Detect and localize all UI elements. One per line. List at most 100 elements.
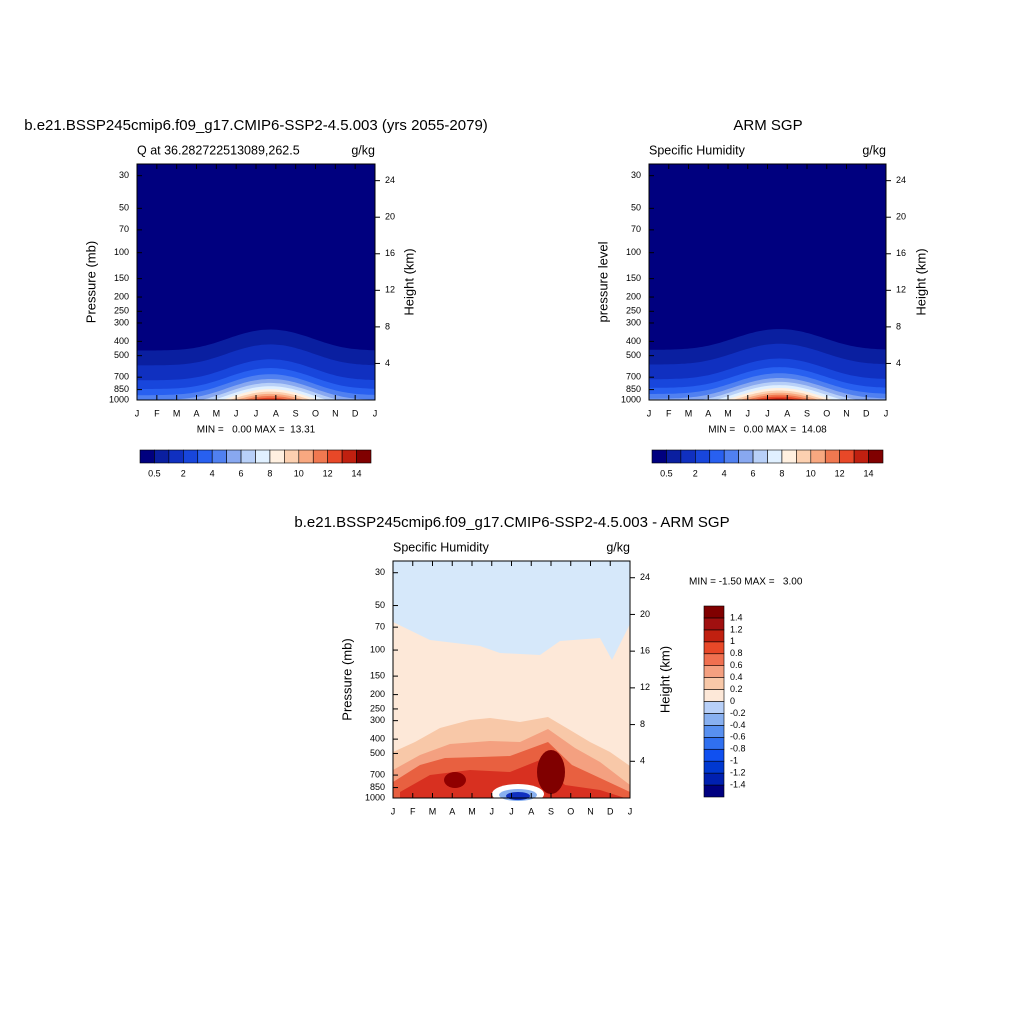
x-tick-label: D	[352, 408, 359, 418]
y-tick-label: 850	[114, 384, 129, 394]
x-tick-label: J	[765, 408, 770, 418]
colorbar-label: -1.2	[730, 768, 746, 778]
colorbar-label: 12	[835, 468, 845, 478]
colorbar-label: 0.5	[660, 468, 673, 478]
y-tick-label: 300	[626, 317, 641, 327]
colorbar-label: 2	[181, 468, 186, 478]
colorbar-box	[666, 449, 682, 464]
colorbar-box	[868, 449, 884, 464]
y-tick-label: 100	[626, 247, 641, 257]
colorbar-box	[824, 449, 840, 464]
colorbar-box	[703, 737, 725, 750]
y-tick-label: 100	[370, 644, 385, 654]
x-tick-label: O	[823, 408, 830, 418]
y-tick-label: 50	[631, 203, 641, 213]
colorbar-label: -0.4	[730, 720, 746, 730]
y-tick-label: 150	[370, 670, 385, 680]
colorbar-box	[738, 449, 754, 464]
x-tick-label: S	[548, 806, 554, 816]
colorbar-label: -1.4	[730, 779, 746, 789]
colorbar-label: 6	[239, 468, 244, 478]
y2-tick-label: 20	[896, 212, 906, 222]
colorbar-box	[255, 449, 271, 464]
x-tick-label: J	[628, 806, 633, 816]
colorbar-box	[810, 449, 826, 464]
x-tick-label: A	[784, 408, 790, 418]
colorbar-label: 0.6	[730, 660, 743, 670]
colorbar-box	[703, 605, 725, 619]
colorbar-box	[327, 449, 343, 464]
colorbar-box	[703, 713, 725, 726]
subtitle-left: Specific Humidity	[393, 540, 490, 554]
colorbar-box	[139, 449, 155, 464]
x-tick-label: J	[234, 408, 239, 418]
y-tick-label: 850	[626, 384, 641, 394]
min-max: MIN = -1.50 MAX = 3.00	[689, 577, 803, 588]
y2-tick-label: 8	[896, 321, 901, 331]
colorbar-label: -0.6	[730, 732, 746, 742]
x-tick-label: F	[154, 408, 160, 418]
y-tick-label: 400	[114, 336, 129, 346]
y-tick-label: 70	[119, 224, 129, 234]
colorbar-box	[211, 449, 227, 464]
colorbar-box	[703, 772, 725, 786]
contour-fill	[400, 760, 625, 798]
x-tick-label: J	[746, 408, 751, 418]
x-tick-label: J	[509, 806, 514, 816]
subtitle-left: Specific Humidity	[649, 143, 746, 157]
y2-tick-label: 12	[896, 285, 906, 295]
y-tick-label: 200	[370, 689, 385, 699]
y-tick-label: 850	[370, 782, 385, 792]
y2-tick-label: 24	[385, 175, 395, 185]
colorbar-box	[154, 449, 170, 464]
colorbar-label: 14	[864, 468, 874, 478]
colorbar-label: 10	[294, 468, 304, 478]
colorbar-box	[703, 784, 725, 798]
x-tick-label: J	[647, 408, 652, 418]
colorbar-box	[853, 449, 869, 464]
y2-axis-label: Height (km)	[401, 248, 416, 315]
colorbar-label: 14	[352, 468, 362, 478]
y-tick-label: 500	[370, 748, 385, 758]
x-tick-label: S	[293, 408, 299, 418]
x-tick-label: A	[705, 408, 711, 418]
panel-title: ARM SGP	[733, 117, 802, 134]
x-tick-label: O	[567, 806, 574, 816]
y-tick-label: 200	[626, 291, 641, 301]
x-tick-label: F	[410, 806, 416, 816]
colorbar-box	[356, 449, 372, 464]
y-tick-label: 300	[114, 317, 129, 327]
colorbar-box	[703, 760, 725, 774]
colorbar-label: 10	[806, 468, 816, 478]
colorbar-box	[284, 449, 300, 464]
y-tick-label: 70	[631, 224, 641, 234]
min-max: MIN = 0.00 MAX = 14.08	[708, 425, 827, 436]
x-tick-label: A	[193, 408, 199, 418]
colorbar-label: 12	[323, 468, 333, 478]
y-tick-label: 1000	[109, 394, 129, 404]
y-tick-label: 30	[631, 170, 641, 180]
y2-tick-label: 24	[640, 572, 650, 582]
y-tick-label: 30	[375, 567, 385, 577]
colorbar-box	[703, 665, 725, 678]
colorbar-label: 0.8	[730, 648, 743, 658]
y2-tick-label: 12	[640, 682, 650, 692]
colorbar-label: 4	[210, 468, 215, 478]
colorbar-label: 0	[730, 696, 735, 706]
y2-tick-label: 20	[640, 609, 650, 619]
x-tick-label: F	[666, 408, 672, 418]
y-axis-label: Pressure (mb)	[339, 638, 354, 720]
x-tick-label: J	[373, 408, 378, 418]
colorbar-box	[269, 449, 285, 464]
y2-tick-label: 16	[385, 248, 395, 258]
difference-field	[393, 561, 630, 804]
colorbar-label: 0.2	[730, 684, 743, 694]
y-tick-label: 250	[626, 306, 641, 316]
x-tick-label: N	[332, 408, 339, 418]
colorbar-box	[723, 449, 739, 464]
y-tick-label: 250	[114, 306, 129, 316]
x-tick-label: D	[863, 408, 870, 418]
colorbar-box	[703, 653, 725, 666]
panel-title: b.e21.BSSP245cmip6.f09_g17.CMIP6-SSP2-4.…	[24, 117, 488, 134]
colorbar-box	[781, 449, 797, 464]
